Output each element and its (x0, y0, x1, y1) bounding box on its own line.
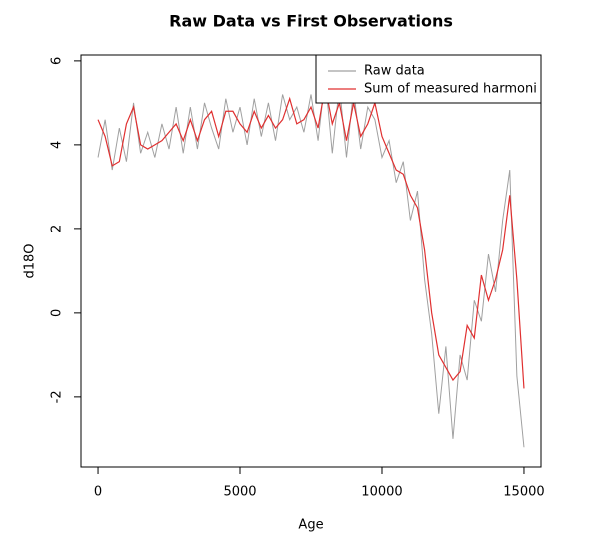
y-tick-label: 4 (50, 141, 65, 149)
chart-title: Raw Data vs First Observations (169, 12, 453, 31)
legend-box (315, 54, 542, 104)
legend-label: Raw data (364, 64, 425, 79)
plot-frame (80, 54, 542, 468)
x-tick-label: 5000 (223, 485, 256, 500)
series-line (97, 85, 525, 389)
legend-label: Sum of measured harmoni (364, 82, 537, 97)
y-tick-label: -2 (50, 390, 65, 403)
x-tick-label: 10000 (361, 485, 402, 500)
x-tick-label: 0 (94, 485, 102, 500)
y-tick-label: 2 (50, 225, 65, 233)
x-tick-label: 15000 (503, 485, 544, 500)
y-tick-label: 6 (50, 57, 65, 65)
y-axis-label: d18O (23, 243, 38, 278)
x-axis-label: Age (298, 518, 323, 533)
series-line (97, 77, 525, 448)
y-tick-label: 0 (50, 309, 65, 317)
